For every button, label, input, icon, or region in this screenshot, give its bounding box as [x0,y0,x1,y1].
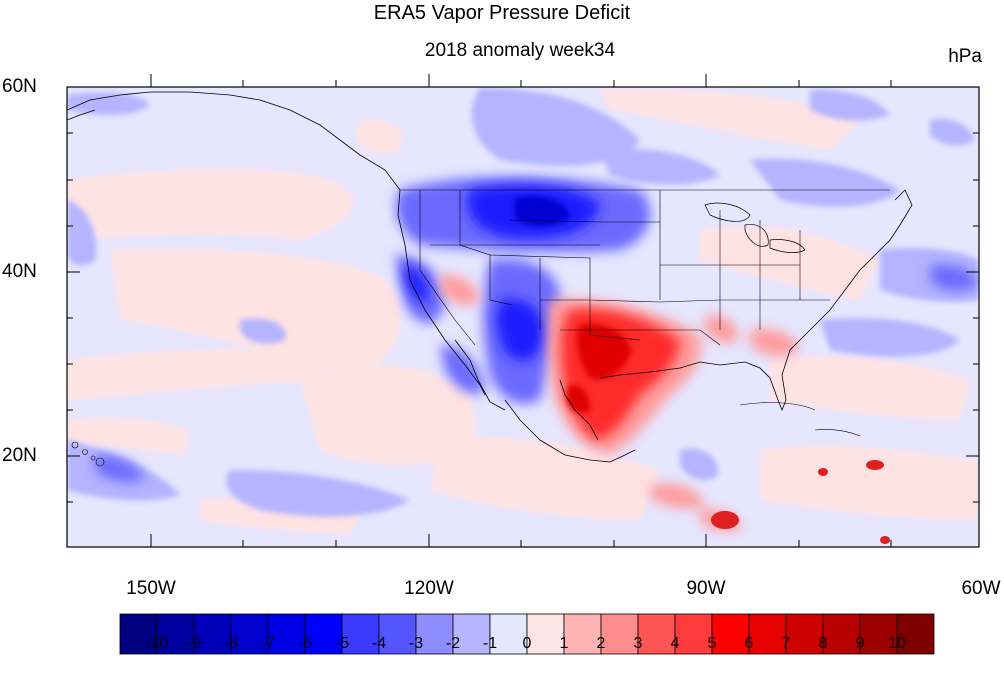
units-label: hPa [948,46,982,67]
lat-label-40n: 40N [2,261,37,282]
colorbar-tick-label: -10 [145,635,169,652]
lon-ticks [150,74,980,547]
chart-subtitle: 2018 anomaly week34 [424,40,616,61]
great-lakes [704,202,806,253]
colorbar-box [711,613,750,655]
colorbar-box [489,613,528,655]
colorbar-box [526,613,565,655]
colorbar-tick-label: 2 [596,635,606,652]
colorbar-tick-label: 9 [855,635,865,652]
positive-1-patches [67,89,979,535]
lon-label-150w: 150W [126,578,176,599]
negative-8-core [515,195,570,226]
lat-ticks [67,86,979,503]
colorbar-box [119,613,158,655]
colorbar-tick-label: -7 [260,635,276,652]
chart-title: ERA5 Vapor Pressure Deficit [373,2,631,24]
colorbar-box [193,613,232,655]
colorbar-tick-label: -8 [223,635,239,652]
lon-label-120w: 120W [404,578,454,599]
colorbar-box [674,613,713,655]
lon-label-90w: 90W [686,578,726,599]
colorbar-box [230,613,269,655]
colorbar-tick-label: 3 [633,635,643,652]
colorbar-box [637,613,676,655]
lat-label-20n: 20N [2,445,37,466]
colorbar-box [415,613,454,655]
map-frame [66,86,980,548]
colorbar-box [304,613,343,655]
caribbean-islands [739,402,861,437]
state-borders [400,189,890,346]
colorbar-box [822,613,861,655]
colorbar-box [896,613,935,655]
coastlines [67,91,913,463]
colorbar-tick-label: -9 [186,635,202,652]
colorbar-box [748,613,787,655]
colorbar-tick-label: -3 [408,635,424,652]
colorbar-tick-label: -4 [371,635,387,652]
colorbar-box [600,613,639,655]
anomaly-field [67,87,979,547]
colorbar-box [341,613,380,655]
colorbar-tick-label: 6 [744,635,754,652]
colorbar-tick-label: -5 [334,635,350,652]
colorbar-tick-label: 1 [559,635,569,652]
colorbar [119,613,935,655]
lat-label-60n: 60N [2,76,37,97]
colorbar-box [452,613,491,655]
colorbar-tick-label: -6 [297,635,313,652]
colorbar-tick-label: -2 [445,635,461,652]
colorbar-tick-label: -1 [482,635,498,652]
positive-small-cells [711,460,890,544]
colorbar-tick-label: 10 [888,635,906,652]
colorbar-box [267,613,306,655]
colorbar-box [563,613,602,655]
colorbar-tick-label: 5 [707,635,717,652]
negative-2-patches [67,88,979,517]
colorbar-tick-label: 8 [818,635,828,652]
colorbar-box [785,613,824,655]
colorbar-box [156,613,195,655]
colorbar-tick-label: 4 [670,635,680,652]
hawaii-islands [71,441,105,467]
colorbar-box [378,613,417,655]
colorbar-tick-label: 7 [781,635,791,652]
lon-label-60w: 60W [961,578,1001,599]
colorbar-box [859,613,898,655]
colorbar-tick-label: 0 [522,635,532,652]
